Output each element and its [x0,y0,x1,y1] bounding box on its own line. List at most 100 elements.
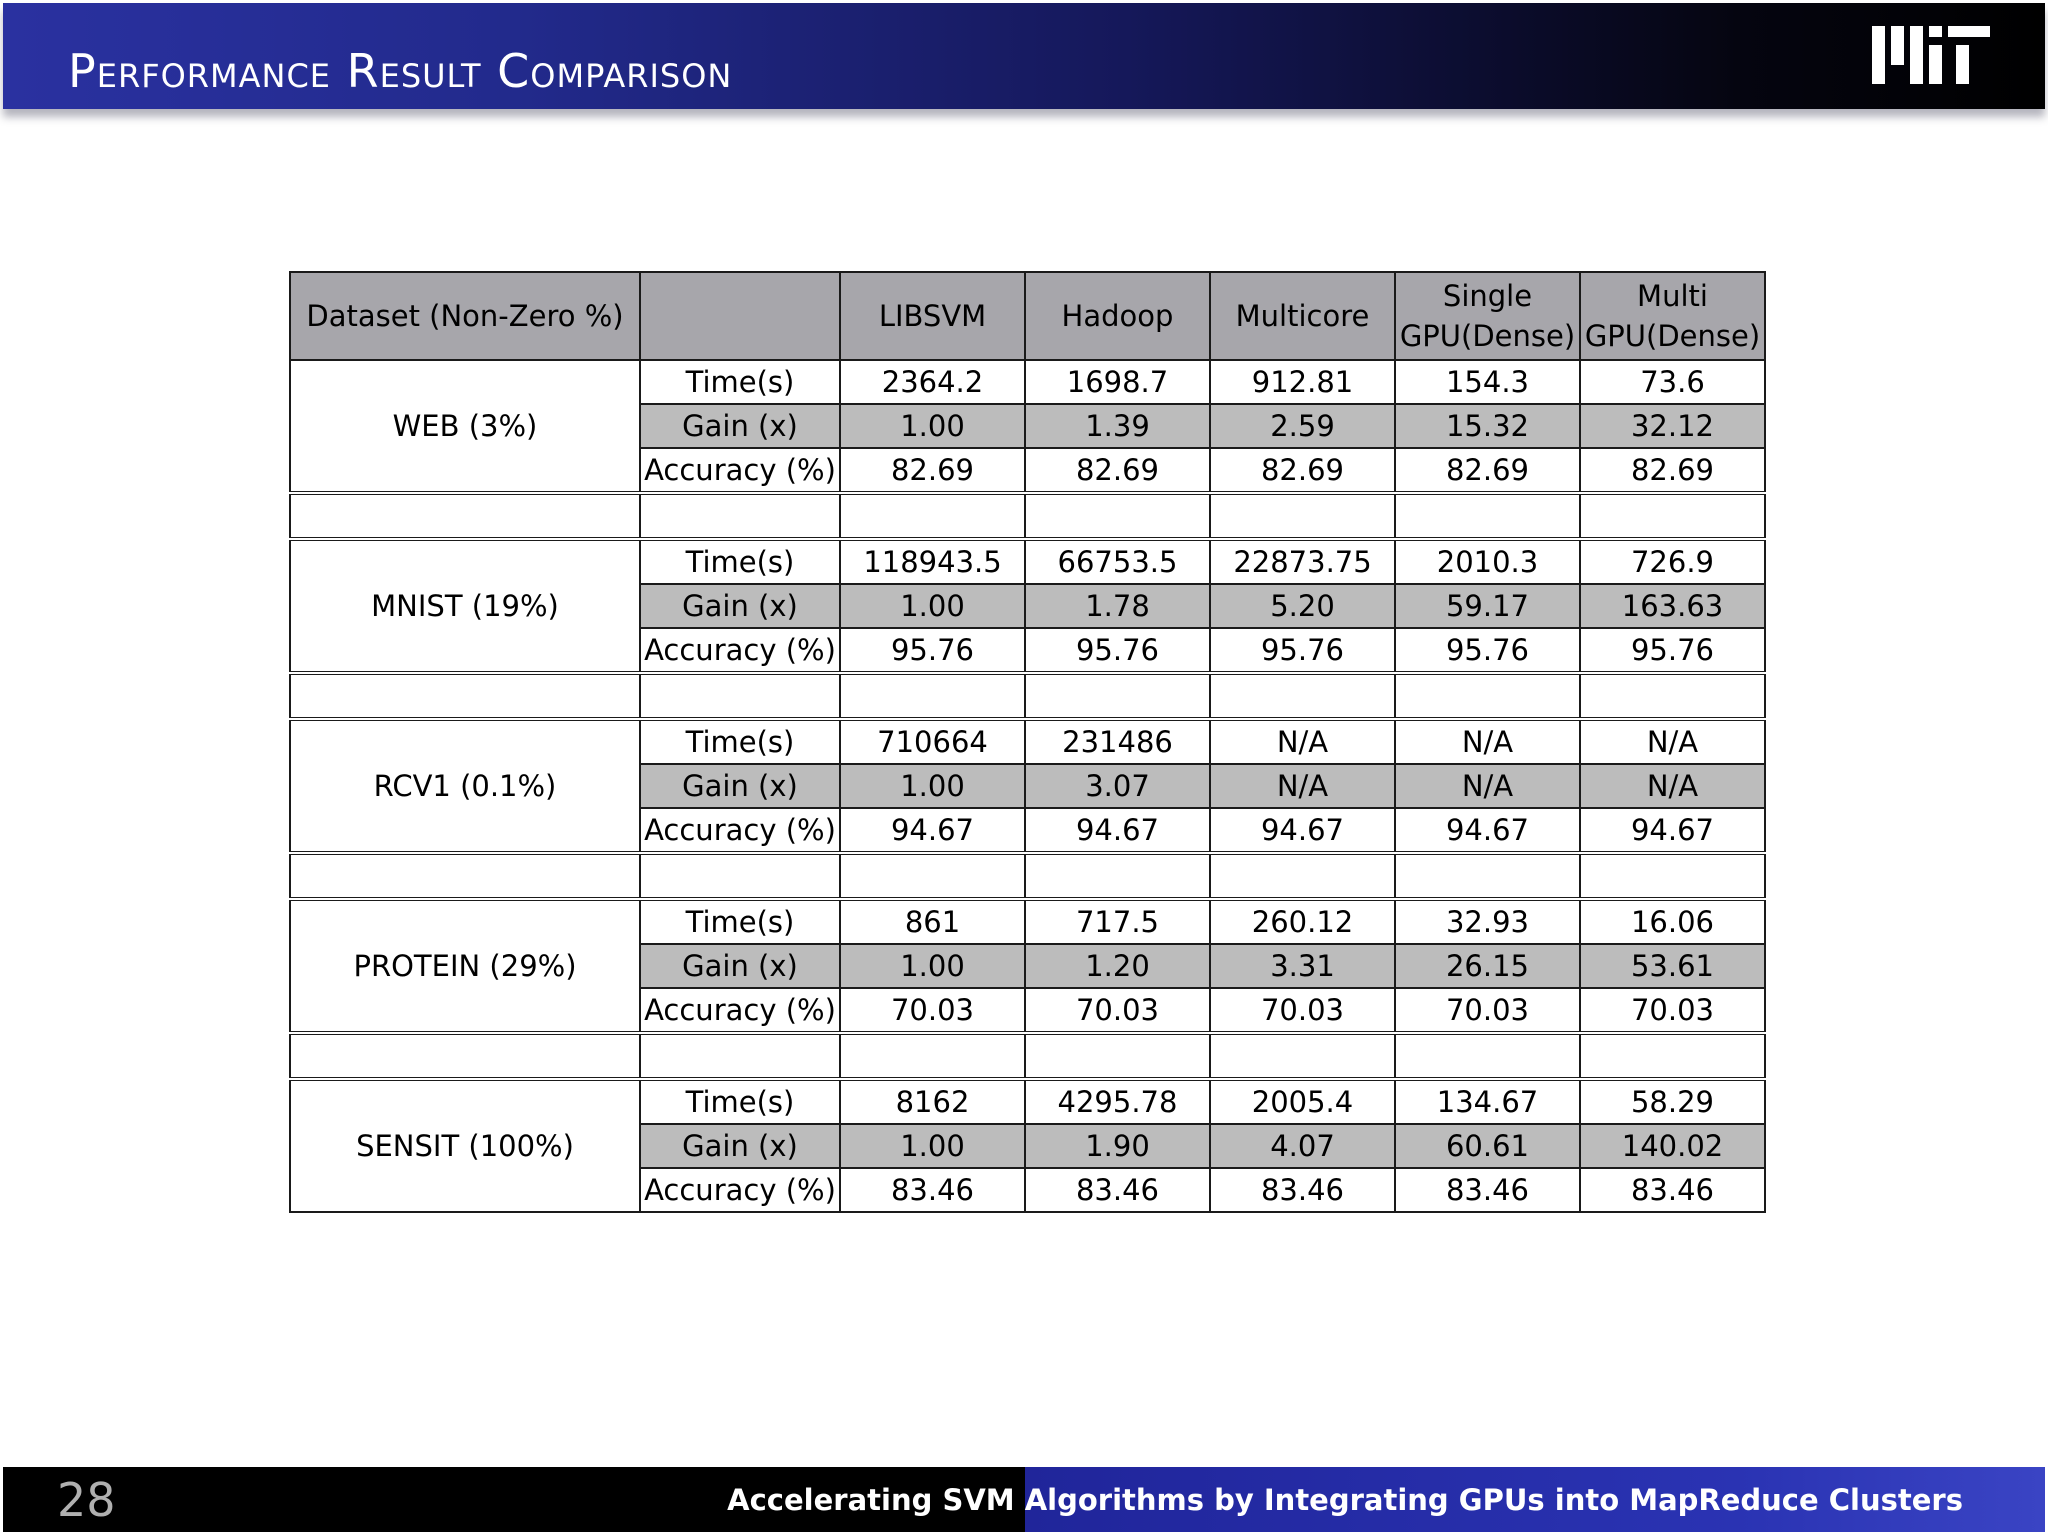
footer-bar: 28 Accelerating SVM Algorithms by Integr… [3,1467,2045,1532]
value-cell-single-gpu: 94.67 [1394,807,1581,854]
header-metric [639,271,841,361]
spacer-row [289,1031,1766,1080]
value-cell-multi-gpu: 83.46 [1579,1167,1766,1213]
metric-cell: Gain (x) [639,763,841,809]
header-libsvm: LIBSVM [839,271,1026,361]
value-cell-multicore: 94.67 [1209,807,1396,854]
spacer-cell [639,491,841,540]
value-cell-single-gpu: 60.61 [1394,1123,1581,1169]
metric-cell: Gain (x) [639,583,841,629]
value-cell-hadoop: 1.20 [1024,943,1211,989]
header-multi-gpu: Multi GPU(Dense) [1579,271,1766,361]
header-dataset: Dataset (Non-Zero %) [289,271,641,361]
value-cell-hadoop: 1.78 [1024,583,1211,629]
value-cell-libsvm: 1.00 [839,583,1026,629]
mit-logo-icon [1872,26,1990,84]
spacer-cell [289,491,641,540]
table-row: Gain (x) 1.00 1.39 2.59 15.32 32.12 [290,403,1766,449]
table-row: Accuracy (%) 94.67 94.67 94.67 94.67 94.67 [290,807,1766,854]
value-cell-multi-gpu: N/A [1579,717,1766,765]
spacer-cell [289,1031,641,1080]
table-row: Accuracy (%) 95.76 95.76 95.76 95.76 95.76 [290,627,1766,674]
metric-cell: Gain (x) [639,943,841,989]
header-single-gpu: Single GPU(Dense) [1394,271,1581,361]
metric-cell: Time(s) [639,717,841,765]
table-row: Gain (x) 1.00 3.07 N/A N/A N/A [290,763,1766,809]
value-cell-multi-gpu: 82.69 [1579,447,1766,494]
footer-title: Accelerating SVM Algorithms by Integrati… [727,1483,1963,1517]
spacer-cell [1209,851,1396,900]
spacer-cell [1579,851,1766,900]
value-cell-multi-gpu: 58.29 [1579,1077,1766,1125]
value-cell-multicore: 83.46 [1209,1167,1396,1213]
value-cell-single-gpu: 95.76 [1394,627,1581,674]
spacer-cell [1024,671,1211,720]
value-cell-libsvm: 1.00 [839,943,1026,989]
value-cell-multicore: 4.07 [1209,1123,1396,1169]
metric-cell: Gain (x) [639,1123,841,1169]
value-cell-multi-gpu: 95.76 [1579,627,1766,674]
value-cell-multicore: 2005.4 [1209,1077,1396,1125]
metric-cell: Time(s) [639,897,841,945]
table-row: Gain (x) 1.00 1.20 3.31 26.15 53.61 [290,943,1766,989]
spacer-cell [1209,671,1396,720]
value-cell-multicore: 260.12 [1209,897,1396,945]
dataset-cell: WEB (3%) [289,359,641,494]
value-cell-multicore: 912.81 [1209,359,1396,405]
table-row: Gain (x) 1.00 1.90 4.07 60.61 140.02 [290,1123,1766,1169]
value-cell-multi-gpu: 726.9 [1579,537,1766,585]
value-cell-hadoop: 1.90 [1024,1123,1211,1169]
spacer-cell [1209,491,1396,540]
table-row: Gain (x) 1.00 1.78 5.20 59.17 163.63 [290,583,1766,629]
metric-cell: Accuracy (%) [639,447,841,494]
dataset-cell: MNIST (19%) [289,537,641,674]
value-cell-libsvm: 2364.2 [839,359,1026,405]
dataset-cell: RCV1 (0.1%) [289,717,641,854]
table-row: Accuracy (%) 70.03 70.03 70.03 70.03 70.03 [290,987,1766,1034]
spacer-cell [639,671,841,720]
value-cell-hadoop: 231486 [1024,717,1211,765]
value-cell-hadoop: 1.39 [1024,403,1211,449]
value-cell-multicore: 22873.75 [1209,537,1396,585]
spacer-cell [1024,491,1211,540]
spacer-row [289,671,1766,720]
value-cell-hadoop: 83.46 [1024,1167,1211,1213]
table-row: WEB (3%) Time(s) 2364.2 1698.7 912.81 154.3 73… [289,359,1766,494]
metric-cell: Time(s) [639,537,841,585]
value-cell-multi-gpu: 70.03 [1579,987,1766,1034]
value-cell-hadoop: 3.07 [1024,763,1211,809]
spacer-cell [639,851,841,900]
spacer-cell [1394,1031,1581,1080]
metric-cell: Gain (x) [639,403,841,449]
value-cell-multi-gpu: 94.67 [1579,807,1766,854]
spacer-cell [839,1031,1026,1080]
value-cell-multicore: 2.59 [1209,403,1396,449]
value-cell-single-gpu: 154.3 [1394,359,1581,405]
value-cell-multi-gpu: 32.12 [1579,403,1766,449]
spacer-cell [1394,491,1581,540]
table-row: Accuracy (%) 82.69 82.69 82.69 82.69 82.69 [290,447,1766,494]
value-cell-multi-gpu: 73.6 [1579,359,1766,405]
header-hadoop: Hadoop [1024,271,1211,361]
value-cell-hadoop: 82.69 [1024,447,1211,494]
table-row: PROTEIN (29%) Time(s) 861 717.5 260.12 32.93 1… [289,897,1766,1034]
value-cell-libsvm: 83.46 [839,1167,1026,1213]
value-cell-libsvm: 94.67 [839,807,1026,854]
value-cell-multi-gpu: 53.61 [1579,943,1766,989]
value-cell-multicore: 95.76 [1209,627,1396,674]
table-body: WEB (3%) Time(s) 2364.2 1698.7 912.81 154.3 73… [289,359,1766,1213]
spacer-cell [1024,1031,1211,1080]
value-cell-multicore: 82.69 [1209,447,1396,494]
value-cell-hadoop: 717.5 [1024,897,1211,945]
value-cell-libsvm: 710664 [839,717,1026,765]
performance-table: Dataset (Non-Zero %) LIBSVM Hadoop Multi… [289,271,1766,1213]
value-cell-single-gpu: 15.32 [1394,403,1581,449]
value-cell-multi-gpu: 140.02 [1579,1123,1766,1169]
spacer-cell [1579,491,1766,540]
spacer-cell [1024,851,1211,900]
value-cell-libsvm: 70.03 [839,987,1026,1034]
slide-title: Performance Result Comparison [68,44,733,98]
spacer-row [289,851,1766,900]
value-cell-multicore: 5.20 [1209,583,1396,629]
title-bar [3,3,2045,109]
